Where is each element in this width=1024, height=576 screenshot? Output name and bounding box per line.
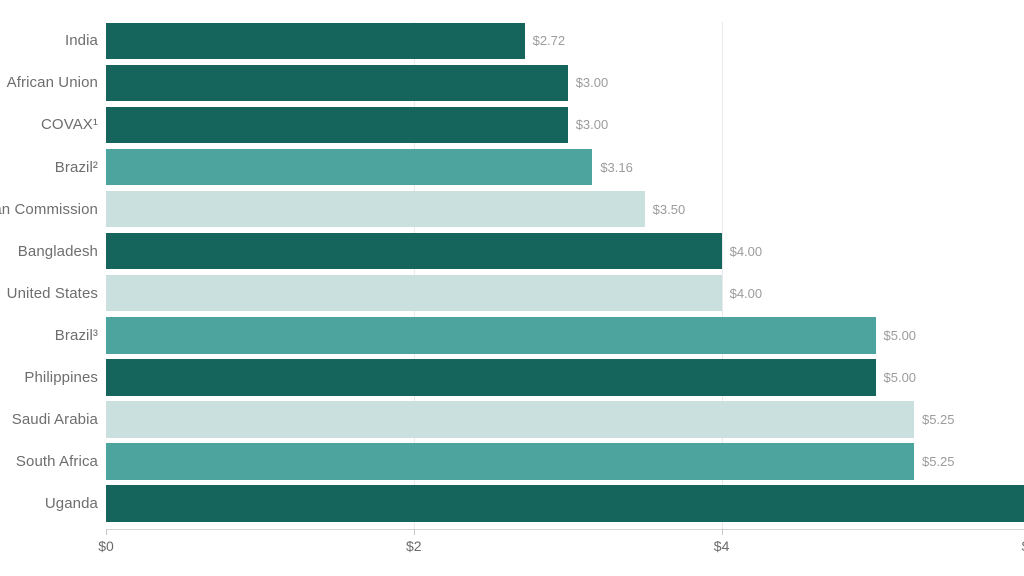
category-label-brazil3: Brazil³: [54, 326, 98, 344]
value-label-european-commission: $3.50: [652, 201, 686, 217]
value-label-india: $2.72: [532, 33, 566, 49]
category-label-saudi-arabia: Saudi Arabia: [11, 410, 98, 428]
bar-india: [106, 22, 525, 60]
bar-covax1: [106, 106, 568, 144]
bar-united-states: [106, 274, 722, 312]
bar-african-union: [106, 64, 568, 102]
value-label-south-africa: $5.25: [921, 453, 955, 469]
bar-saudi-arabia: [106, 401, 914, 438]
value-label-covax1: $3.00: [575, 117, 609, 133]
value-label-bangladesh: $4.00: [729, 243, 763, 259]
gridline: [721, 22, 723, 529]
x-axis-tick: [106, 529, 107, 535]
category-label-south-africa: South Africa: [15, 452, 98, 470]
x-axis-tick: [413, 529, 415, 535]
value-label-philippines: $5.00: [883, 369, 917, 385]
x-axis-tick-label: $2: [406, 538, 422, 554]
x-axis-tick: [721, 529, 723, 535]
x-axis-tick-label: $4: [713, 538, 730, 554]
bar-bangladesh: [106, 232, 722, 270]
value-label-united-states: $4.00: [729, 285, 763, 301]
category-label-brazil2: Brazil²: [54, 158, 98, 176]
bar-brazil2: [106, 148, 593, 186]
value-label-brazil3: $5.00: [883, 327, 917, 343]
category-label-philippines: Philippines: [24, 368, 98, 386]
bar-south-africa: [106, 443, 914, 480]
bar-brazil3: [106, 316, 876, 354]
category-label-uganda: Uganda: [44, 494, 98, 512]
category-label-covax1: COVAX¹: [41, 116, 98, 134]
category-label-european-commission: European Commission: [0, 200, 98, 218]
value-label-brazil2: $3.16: [600, 159, 633, 175]
bar-philippines: [106, 359, 876, 396]
value-label-saudi-arabia: $5.25: [921, 411, 955, 427]
category-label-bangladesh: Bangladesh: [17, 242, 98, 260]
value-label-african-union: $3.00: [575, 75, 609, 91]
x-axis-tick-label: $0: [98, 538, 114, 554]
category-label-united-states: United States: [6, 284, 98, 302]
x-axis-line: [106, 529, 1024, 530]
bar-uganda: [106, 485, 1024, 522]
category-label-india: India: [64, 32, 98, 50]
x-axis-tick-label: $6: [1022, 538, 1024, 554]
category-label-african-union: African Union: [6, 74, 98, 92]
bar-european-commission: [106, 190, 645, 228]
